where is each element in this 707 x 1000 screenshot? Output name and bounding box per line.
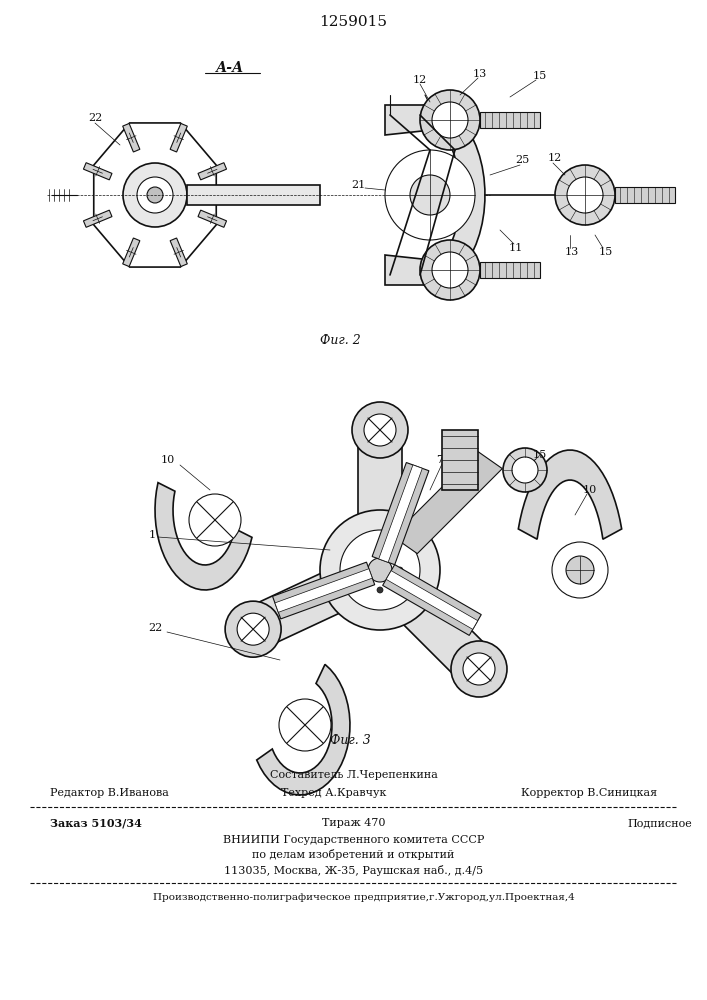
Bar [442, 430, 478, 490]
Circle shape [410, 175, 450, 215]
Text: по делам изобретений и открытий: по делам изобретений и открытий [252, 850, 455, 860]
Polygon shape [83, 210, 112, 227]
Bar [480, 262, 540, 278]
Text: 113035, Москва, Ж-35, Раушская наб., д.4/5: 113035, Москва, Ж-35, Раушская наб., д.4… [224, 864, 483, 876]
Text: ВНИИПИ Государственного комитета СССР: ВНИИПИ Государственного комитета СССР [223, 835, 484, 845]
Text: 25: 25 [515, 155, 529, 165]
Circle shape [189, 494, 241, 546]
Text: Корректор В.Синицкая: Корректор В.Синицкая [521, 788, 657, 798]
Circle shape [432, 102, 468, 138]
Text: 11: 11 [509, 243, 523, 253]
Circle shape [503, 448, 547, 492]
Text: 10: 10 [583, 485, 597, 495]
Text: 1259015: 1259015 [320, 15, 387, 29]
Text: Фиг. 3: Фиг. 3 [329, 734, 370, 746]
Polygon shape [198, 163, 226, 180]
Text: Производственно-полиграфическое предприятие,г.Ужгород,ул.Проектная,4: Производственно-полиграфическое предприя… [153, 892, 574, 902]
Polygon shape [272, 562, 375, 619]
Circle shape [320, 510, 440, 630]
Circle shape [137, 177, 173, 213]
Text: 22: 22 [148, 623, 162, 633]
Circle shape [377, 547, 383, 553]
Polygon shape [392, 451, 502, 554]
Text: 15: 15 [533, 450, 547, 460]
Circle shape [420, 90, 480, 150]
Polygon shape [403, 593, 488, 677]
Text: 12: 12 [413, 75, 427, 85]
Polygon shape [123, 238, 140, 267]
Polygon shape [94, 123, 216, 267]
Bar [480, 112, 540, 128]
Circle shape [463, 653, 495, 685]
Circle shape [237, 613, 269, 645]
Text: Составитель Л.Черепенкина: Составитель Л.Черепенкина [269, 770, 438, 780]
Circle shape [555, 165, 615, 225]
Polygon shape [253, 573, 339, 645]
Text: 13: 13 [473, 69, 487, 79]
Text: Тираж 470: Тираж 470 [322, 818, 385, 828]
Circle shape [385, 150, 475, 240]
Polygon shape [382, 565, 481, 635]
Polygon shape [123, 123, 140, 152]
Text: Техред А.Кравчук: Техред А.Кравчук [281, 788, 386, 798]
Circle shape [397, 567, 403, 573]
Polygon shape [170, 238, 187, 267]
Polygon shape [386, 571, 478, 629]
Text: Редактор В.Иванова: Редактор В.Иванова [50, 788, 169, 798]
Circle shape [340, 530, 420, 610]
Circle shape [567, 177, 603, 213]
Text: Заказ 5103/34: Заказ 5103/34 [50, 818, 142, 828]
Polygon shape [385, 105, 485, 285]
Polygon shape [83, 163, 112, 180]
Text: Подписное: Подписное [627, 818, 691, 828]
Circle shape [123, 163, 187, 227]
Polygon shape [170, 123, 187, 152]
Text: 21: 21 [351, 180, 365, 190]
Polygon shape [257, 664, 350, 795]
Polygon shape [358, 440, 402, 515]
Text: 10: 10 [161, 455, 175, 465]
Text: А-А: А-А [216, 61, 244, 75]
Bar [615, 187, 675, 203]
Text: 1: 1 [148, 530, 156, 540]
Text: 8: 8 [457, 430, 464, 440]
Circle shape [377, 587, 383, 593]
Circle shape [352, 402, 408, 458]
Circle shape [225, 601, 281, 657]
Polygon shape [372, 463, 429, 565]
Text: 15: 15 [533, 71, 547, 81]
Text: 15: 15 [599, 247, 613, 257]
Text: 13: 13 [565, 247, 579, 257]
Circle shape [279, 699, 331, 751]
Circle shape [432, 252, 468, 288]
Circle shape [357, 567, 363, 573]
Polygon shape [518, 450, 621, 539]
Polygon shape [198, 210, 226, 227]
Text: 22: 22 [88, 113, 102, 123]
Circle shape [147, 187, 163, 203]
Polygon shape [379, 465, 422, 562]
Circle shape [552, 542, 608, 598]
Bar [187, 185, 320, 205]
Text: 7: 7 [436, 455, 443, 465]
Circle shape [566, 556, 594, 584]
Circle shape [451, 641, 507, 697]
Circle shape [420, 240, 480, 300]
Circle shape [368, 558, 392, 582]
Polygon shape [275, 569, 373, 612]
Circle shape [364, 414, 396, 446]
Text: 12: 12 [548, 153, 562, 163]
Polygon shape [155, 483, 252, 590]
Circle shape [512, 457, 538, 483]
Text: Фиг. 2: Фиг. 2 [320, 334, 361, 347]
